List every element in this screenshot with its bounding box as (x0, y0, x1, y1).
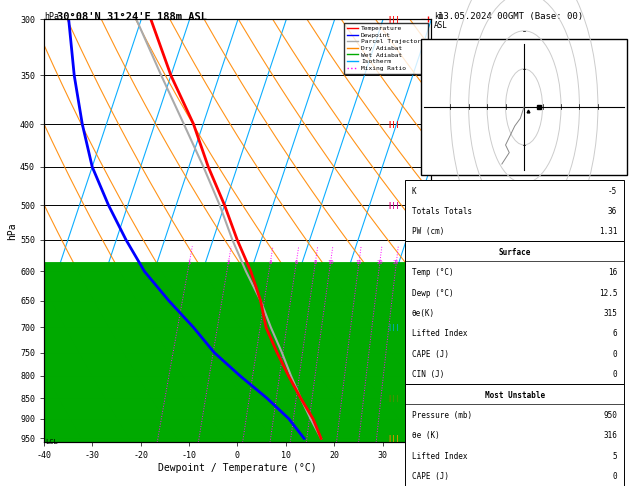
Text: 316: 316 (603, 432, 617, 440)
Text: Lifted Index: Lifted Index (412, 452, 467, 461)
Text: 315: 315 (603, 309, 617, 318)
Text: Temp (°C): Temp (°C) (412, 268, 454, 277)
Text: 15: 15 (355, 260, 362, 265)
Text: |||: ||| (387, 435, 399, 442)
Text: 0: 0 (613, 370, 617, 379)
Text: 1.31: 1.31 (599, 227, 617, 236)
Text: |||: ||| (387, 324, 399, 331)
Bar (405, 241, 625, 384)
Text: 2: 2 (226, 260, 230, 265)
Text: |||: ||| (387, 202, 399, 208)
Text: 4: 4 (268, 260, 272, 265)
Text: CAPE (J): CAPE (J) (412, 350, 449, 359)
Text: Surface: Surface (498, 248, 531, 257)
Text: 0: 0 (613, 350, 617, 359)
Text: 6: 6 (294, 260, 298, 265)
Text: 12.5: 12.5 (599, 289, 617, 297)
Text: 5: 5 (613, 452, 617, 461)
X-axis label: Dewpoint / Temperature (°C): Dewpoint / Temperature (°C) (158, 463, 317, 473)
Text: Pressure (mb): Pressure (mb) (412, 411, 472, 420)
Text: CIN (J): CIN (J) (412, 370, 444, 379)
Text: |||: ||| (387, 16, 399, 23)
Text: 10: 10 (327, 260, 333, 265)
Bar (405, 180, 625, 241)
Text: Totals Totals: Totals Totals (412, 207, 472, 216)
Text: 0: 0 (613, 472, 617, 481)
Text: km
ASL: km ASL (434, 12, 448, 30)
Text: Lifted Index: Lifted Index (412, 330, 467, 338)
Bar (421, 39, 626, 175)
Text: 20: 20 (376, 260, 382, 265)
Text: hPa: hPa (44, 12, 59, 21)
Text: |||: ||| (387, 435, 399, 442)
Text: © weatheronline.co.uk: © weatheronline.co.uk (467, 475, 555, 481)
Text: 950: 950 (603, 411, 617, 420)
Text: Most Unstable: Most Unstable (484, 391, 545, 399)
Text: |||: ||| (387, 16, 399, 23)
Text: 13.05.2024 00GMT (Base: 00): 13.05.2024 00GMT (Base: 00) (438, 12, 584, 21)
Text: |||: ||| (387, 395, 399, 401)
Text: 36: 36 (608, 207, 617, 216)
Text: θe(K): θe(K) (412, 309, 435, 318)
Text: θe (K): θe (K) (412, 432, 440, 440)
Text: |||: ||| (387, 395, 399, 401)
Text: -5: -5 (608, 187, 617, 195)
Y-axis label: Mixing Ratio (g/kg): Mixing Ratio (g/kg) (448, 191, 454, 271)
Text: 6: 6 (613, 330, 617, 338)
Text: |||: ||| (387, 202, 399, 208)
Text: LCL: LCL (45, 439, 58, 445)
Text: |||: ||| (387, 121, 399, 127)
Y-axis label: hPa: hPa (7, 222, 17, 240)
Text: 16: 16 (608, 268, 617, 277)
Text: Dewp (°C): Dewp (°C) (412, 289, 454, 297)
Text: K: K (412, 187, 416, 195)
Text: |||: ||| (387, 121, 399, 127)
Text: 1: 1 (187, 260, 191, 265)
Text: 25: 25 (392, 260, 399, 265)
Legend: Temperature, Dewpoint, Parcel Trajectory, Dry Adiabat, Wet Adiabat, Isotherm, Mi: Temperature, Dewpoint, Parcel Trajectory… (344, 22, 428, 74)
Bar (405, 384, 625, 486)
Text: 30°08'N 31°24'E 188m ASL: 30°08'N 31°24'E 188m ASL (57, 12, 206, 22)
Text: 8: 8 (313, 260, 316, 265)
Text: CAPE (J): CAPE (J) (412, 472, 449, 481)
Text: PW (cm): PW (cm) (412, 227, 444, 236)
Text: kt: kt (431, 58, 440, 64)
